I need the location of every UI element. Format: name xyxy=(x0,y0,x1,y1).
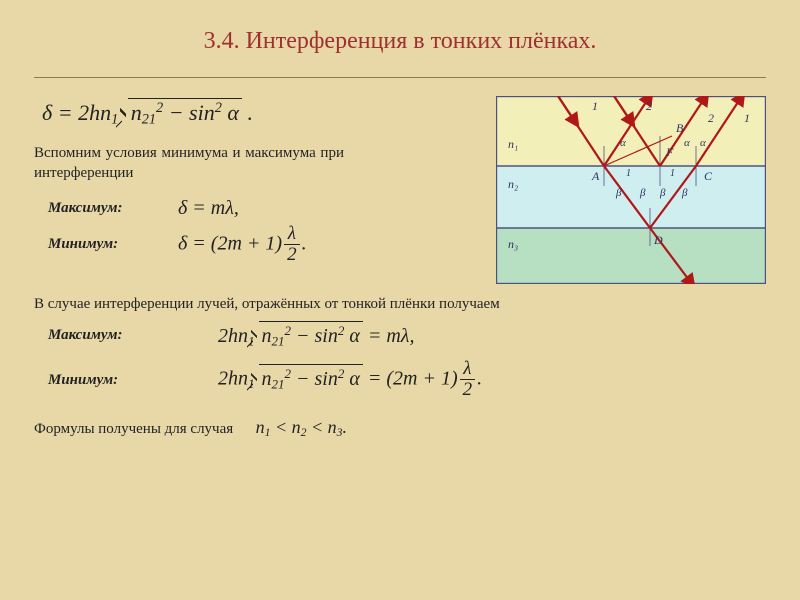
min-condition-full: Минимум: 2hn1n212 − sin2 α = (2m + 1)λ2. xyxy=(48,359,766,401)
svg-text:β: β xyxy=(681,187,688,199)
thin-film-diagram: n₁n₂n₃ABFCD1221αααββββ11 xyxy=(496,96,766,284)
divider xyxy=(34,77,766,78)
svg-text:β: β xyxy=(615,187,622,199)
formula-max-full: 2hn1n212 − sin2 α = mλ, xyxy=(218,321,414,349)
svg-text:n₁: n₁ xyxy=(508,137,518,151)
svg-text:α: α xyxy=(700,137,706,149)
formula-max-simple: δ = mλ, xyxy=(178,197,239,220)
slide-title: 3.4. Интерференция в тонких плёнках. xyxy=(34,28,766,55)
label-max-2: Максимум: xyxy=(48,327,158,344)
inequality-formula: n1 < n2 < n3. xyxy=(256,417,347,437)
max-condition-simple: Максимум: δ = mλ, xyxy=(48,197,496,220)
svg-text:A: A xyxy=(591,169,600,183)
top-row: δ = 2hn1 n212 − sin2 α . Вспомним услови… xyxy=(34,96,766,284)
svg-text:1: 1 xyxy=(592,99,598,113)
svg-text:1: 1 xyxy=(744,111,750,125)
svg-text:α: α xyxy=(684,137,690,149)
svg-text:β: β xyxy=(639,187,646,199)
svg-text:2: 2 xyxy=(708,111,714,125)
label-min: Минимум: xyxy=(48,236,158,253)
formula-delta: δ = 2hn1 n212 − sin2 α . xyxy=(42,98,496,129)
recall-note: Вспомним условия минимума и максимума пр… xyxy=(34,143,344,184)
left-column: δ = 2hn1 n212 − sin2 α . Вспомним услови… xyxy=(34,96,496,270)
svg-text:β: β xyxy=(659,187,666,199)
svg-text:2: 2 xyxy=(646,99,652,113)
svg-text:F: F xyxy=(665,145,674,159)
svg-text:1: 1 xyxy=(626,168,631,179)
obtained-text: Формулы получены для случая xyxy=(34,421,233,437)
svg-text:B: B xyxy=(676,121,684,135)
formula-min-full: 2hn1n212 − sin2 α = (2m + 1)λ2. xyxy=(218,359,482,401)
svg-text:n₃: n₃ xyxy=(508,237,518,251)
max-condition-full: Максимум: 2hn1n212 − sin2 α = mλ, xyxy=(48,321,766,349)
svg-text:n₂: n₂ xyxy=(508,177,518,191)
label-max: Максимум: xyxy=(48,200,158,217)
case-paragraph: В случае интерференции лучей, отражённых… xyxy=(34,296,766,313)
svg-text:1: 1 xyxy=(670,168,675,179)
svg-text:D: D xyxy=(653,233,663,247)
label-min-2: Минимум: xyxy=(48,372,158,389)
slide: 3.4. Интерференция в тонких плёнках. δ =… xyxy=(0,0,800,600)
obtained-paragraph: Формулы получены для случая n1 < n2 < n3… xyxy=(34,417,766,439)
min-condition-simple: Минимум: δ = (2m + 1)λ2. xyxy=(48,224,496,266)
svg-text:C: C xyxy=(704,169,713,183)
formula-min-simple: δ = (2m + 1)λ2. xyxy=(178,224,307,266)
svg-text:α: α xyxy=(620,137,626,149)
